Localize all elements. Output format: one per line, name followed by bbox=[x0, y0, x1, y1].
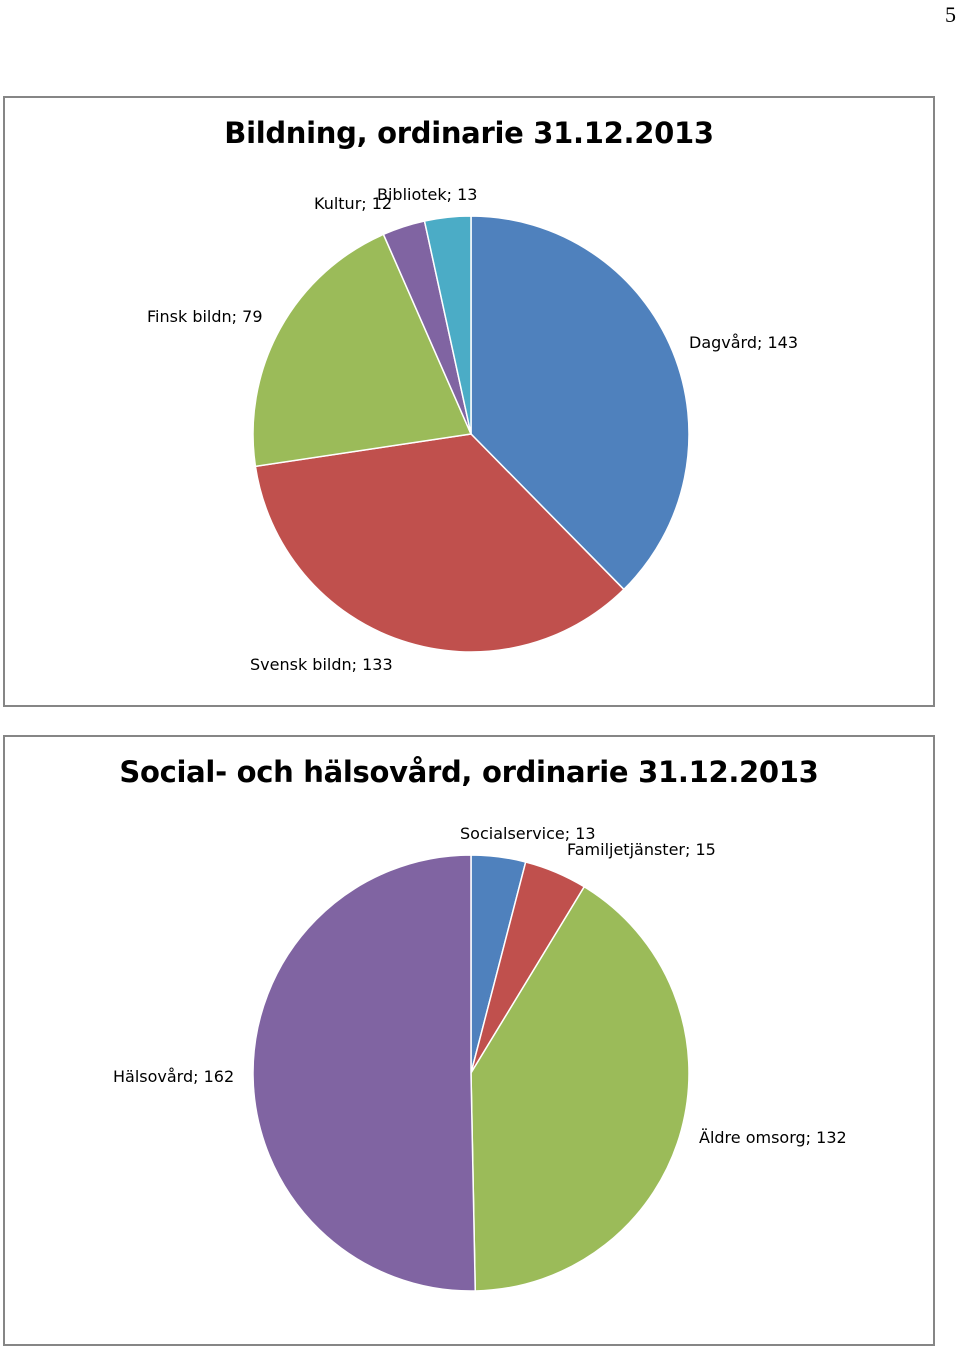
data-label-kultur: Kultur; 12 bbox=[314, 194, 392, 213]
data-label-halsovard: Hälsovård; 162 bbox=[113, 1067, 234, 1086]
data-label-socialservice: Socialservice; 13 bbox=[460, 824, 596, 843]
page-number: 5 bbox=[945, 2, 956, 27]
chart-bildning: Bildning, ordinarie 31.12.2013 Dagvård; … bbox=[3, 96, 935, 707]
pie-slice-svensk-bildn bbox=[254, 433, 625, 653]
pie-slice-dagvard bbox=[470, 215, 690, 591]
data-label-familjetjanster: Familjetjänster; 15 bbox=[567, 840, 716, 859]
pie-slice-aldre-omsorg bbox=[470, 885, 690, 1292]
data-label-finsk-bildn: Finsk bildn; 79 bbox=[147, 307, 263, 326]
data-label-dagvard: Dagvård; 143 bbox=[689, 333, 798, 352]
pie-slice-halsovard bbox=[252, 854, 477, 1292]
chart-title: Social- och hälsovård, ordinarie 31.12.2… bbox=[119, 755, 819, 789]
pie-slice-bibliotek bbox=[423, 215, 472, 435]
pie-chart-bildning: Dagvård; 143 Svensk bildn; 133 Finsk bildn… bbox=[147, 185, 798, 674]
data-label-bibliotek: Bibliotek; 13 bbox=[377, 185, 477, 204]
chart-title: Bildning, ordinarie 31.12.2013 bbox=[224, 116, 714, 150]
data-label-svensk-bildn: Svensk bildn; 133 bbox=[250, 655, 393, 674]
data-label-aldre-omsorg: Äldre omsorg; 132 bbox=[699, 1128, 847, 1147]
chart-social-halsovard: Social- och hälsovård, ordinarie 31.12.2… bbox=[3, 735, 935, 1346]
pie-slice-finsk-bildn bbox=[252, 233, 473, 468]
